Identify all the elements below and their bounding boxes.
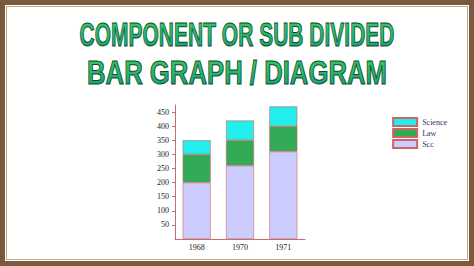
svg-text:50: 50: [161, 220, 169, 229]
svg-text:300: 300: [157, 150, 169, 159]
svg-text:350: 350: [157, 136, 169, 145]
svg-text:100: 100: [157, 206, 169, 215]
svg-text:Science: Science: [422, 118, 447, 127]
svg-text:250: 250: [157, 164, 169, 173]
svg-text:150: 150: [157, 192, 169, 201]
svg-text:Law: Law: [422, 129, 436, 138]
svg-text:1970: 1970: [232, 243, 248, 252]
svg-text:Scc: Scc: [422, 140, 434, 149]
svg-text:450: 450: [157, 108, 169, 117]
svg-text:COMPONENT OR SUB DIVIDED: COMPONENT OR SUB DIVIDED: [80, 15, 395, 53]
svg-text:400: 400: [157, 122, 169, 131]
svg-text:1971: 1971: [275, 243, 291, 252]
svg-text:1968: 1968: [189, 243, 205, 252]
svg-text:200: 200: [157, 178, 169, 187]
svg-text:BAR GRAPH / DIAGRAM: BAR GRAPH / DIAGRAM: [87, 53, 387, 91]
